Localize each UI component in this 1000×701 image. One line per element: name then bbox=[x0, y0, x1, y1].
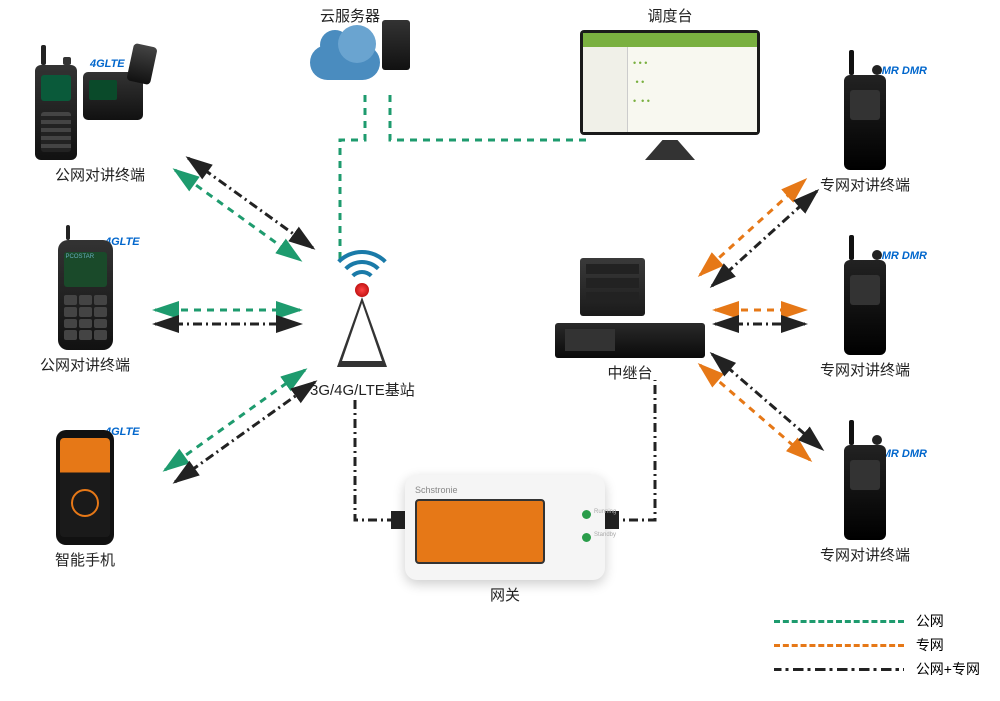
legend-line-private bbox=[774, 644, 904, 647]
edge-cloud-base bbox=[340, 95, 365, 260]
server-rack-icon bbox=[555, 258, 705, 358]
edge-rep-pvt1-b bbox=[712, 191, 817, 286]
node-private-terminal-2: LMR DMR 专网对讲终端 bbox=[820, 260, 910, 380]
pvt1-label: 专网对讲终端 bbox=[820, 174, 910, 195]
edge-pt1-base-b bbox=[188, 158, 313, 248]
monitor-icon bbox=[580, 30, 760, 160]
pvt3-label: 专网对讲终端 bbox=[820, 544, 910, 565]
legend-label-private: 专网 bbox=[916, 635, 944, 655]
dmr-radio-icon bbox=[844, 445, 886, 540]
edge-cloud-dispatch bbox=[390, 95, 590, 140]
legend-row-private: 专网 bbox=[774, 635, 980, 655]
legend-row-public: 公网 bbox=[774, 611, 980, 631]
dmr-radio-icon bbox=[844, 260, 886, 355]
tower-icon bbox=[317, 255, 407, 375]
smartphone-icon bbox=[56, 430, 114, 545]
edge-rep-pvt3-a bbox=[700, 365, 810, 460]
mic-icon bbox=[126, 43, 157, 85]
node-public-terminal-2: 4GLTE PCOSTAR 公网对讲终端 bbox=[40, 240, 130, 375]
node-smartphone: 4GLTE 智能手机 bbox=[55, 430, 115, 570]
legend-row-both: 公网+专网 bbox=[774, 659, 980, 679]
node-gateway: Schstronie Running Standby 网关 bbox=[405, 475, 605, 605]
legend: 公网 专网 公网+专网 bbox=[774, 611, 980, 683]
node-base-station: 3G/4G/LTE基站 bbox=[310, 255, 415, 400]
pvt2-label: 专网对讲终端 bbox=[820, 359, 910, 380]
edge-pt1-base-a bbox=[175, 170, 300, 260]
cloud-server-label: 云服务器 bbox=[320, 5, 380, 26]
feature-phone-icon: PCOSTAR bbox=[58, 240, 113, 350]
radio-icon bbox=[35, 65, 77, 160]
cloud-icon bbox=[310, 30, 390, 80]
legend-line-both bbox=[774, 668, 904, 671]
node-repeater: 中继台 bbox=[555, 258, 705, 383]
node-cloud-server: 云服务器 bbox=[310, 5, 390, 80]
dispatch-label: 调度台 bbox=[647, 5, 692, 26]
pt2-label: 公网对讲终端 bbox=[40, 354, 130, 375]
edge-phone-base-b bbox=[175, 382, 315, 482]
edge-rep-pvt3-b bbox=[712, 354, 822, 449]
edge-phone-base-a bbox=[165, 370, 305, 470]
edge-base-gateway bbox=[355, 400, 400, 520]
base-station-label: 3G/4G/LTE基站 bbox=[310, 379, 415, 400]
repeater-label: 中继台 bbox=[607, 362, 652, 383]
smartphone-label: 智能手机 bbox=[55, 549, 115, 570]
pt1-label: 公网对讲终端 bbox=[55, 164, 145, 185]
gateway-label: 网关 bbox=[490, 584, 520, 605]
dmr-radio-icon bbox=[844, 75, 886, 170]
node-private-terminal-3: LMR DMR 专网对讲终端 bbox=[820, 445, 910, 565]
edge-gateway-repeater bbox=[610, 380, 655, 520]
node-dispatch-console: 调度台 bbox=[580, 5, 760, 160]
legend-label-both: 公网+专网 bbox=[916, 659, 980, 679]
node-private-terminal-1: LMR DMR 专网对讲终端 bbox=[820, 75, 910, 195]
legend-line-public bbox=[774, 620, 904, 623]
gateway-brand: Schstronie bbox=[415, 485, 595, 495]
node-public-terminal-1: 4GLTE 公网对讲终端 bbox=[35, 50, 165, 185]
legend-label-public: 公网 bbox=[916, 611, 944, 631]
gateway-device-icon: Schstronie Running Standby bbox=[405, 475, 605, 580]
edge-rep-pvt1-a bbox=[700, 180, 805, 275]
